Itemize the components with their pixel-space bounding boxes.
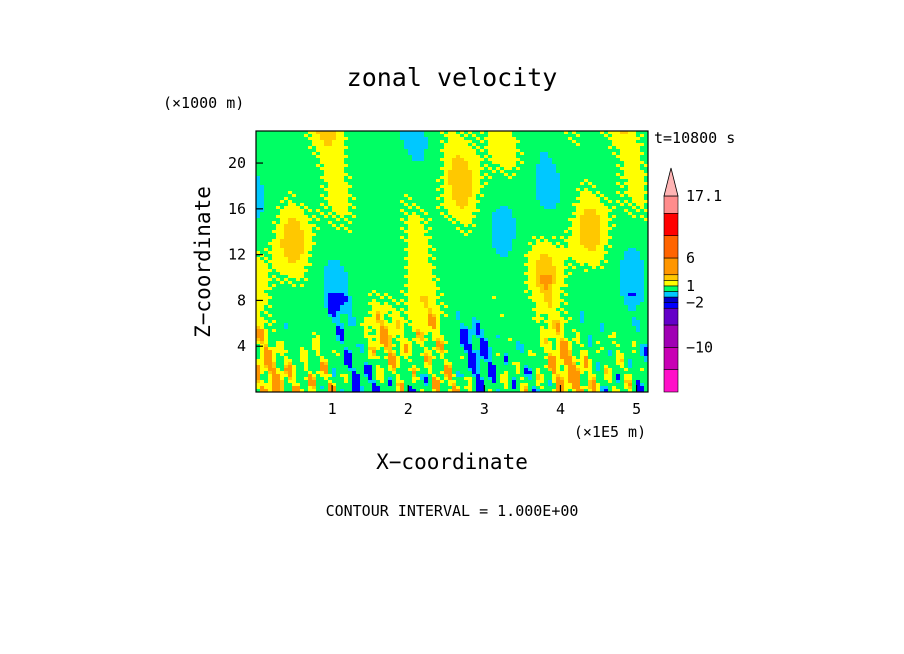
y-unit-label: (×1000 m) xyxy=(163,94,244,112)
x-tick-label: 5 xyxy=(632,400,641,418)
colorbar-label: 1 xyxy=(686,277,695,295)
y-tick-label: 16 xyxy=(228,200,246,218)
y-axis-ticks: 4 8 12 16 20 xyxy=(228,154,263,355)
y-tick-label: 20 xyxy=(228,154,246,172)
y-tick-label: 4 xyxy=(237,337,246,355)
x-tick-label: 1 xyxy=(328,400,337,418)
colorbar-segment xyxy=(663,195,679,214)
colorbar: 17.1 6 1−2 −10 xyxy=(663,167,722,393)
chart-title: zonal velocity xyxy=(347,63,558,92)
colorbar-segment xyxy=(663,257,679,276)
x-axis-label: X−coordinate xyxy=(376,450,528,474)
x-unit-label: (×1E5 m) xyxy=(574,423,646,441)
colorbar-segment xyxy=(663,324,679,348)
colorbar-segment xyxy=(663,291,679,298)
colorbar-segment xyxy=(663,285,679,292)
y-tick-label: 8 xyxy=(237,291,246,309)
colorbar-label: 6 xyxy=(686,249,695,267)
x-tick-label: 4 xyxy=(556,400,565,418)
x-tick-label: 3 xyxy=(480,400,489,418)
colorbar-label: −10 xyxy=(686,338,713,356)
x-tick-label: 2 xyxy=(404,400,413,418)
colorbar-label: −2 xyxy=(686,294,704,312)
y-tick-label: 12 xyxy=(228,246,246,264)
colorbar-segment xyxy=(663,274,679,281)
time-label: t=10800 s xyxy=(654,129,735,147)
colorbar-extend-arrow xyxy=(663,167,679,197)
colorbar-segment xyxy=(663,296,679,303)
colorbar-segment xyxy=(663,369,679,393)
x-axis-ticks: 1 2 3 4 5 xyxy=(328,385,641,418)
y-axis-label: Z−coordinate xyxy=(191,186,215,338)
contour-interval-label: CONTOUR INTERVAL = 1.000E+00 xyxy=(326,502,579,520)
contour-plot-area xyxy=(256,131,648,392)
colorbar-segment xyxy=(663,302,679,309)
plot-frame xyxy=(255,130,649,393)
colorbar-label: 17.1 xyxy=(686,187,722,205)
colorbar-segment xyxy=(663,280,679,287)
colorbar-segment xyxy=(663,347,679,370)
colorbar-segment xyxy=(663,307,679,326)
colorbar-segment xyxy=(663,213,679,236)
colorbar-segment xyxy=(663,235,679,259)
